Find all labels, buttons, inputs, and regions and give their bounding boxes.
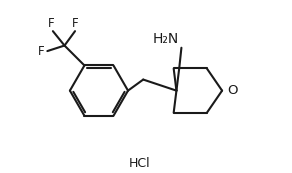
Text: O: O (227, 84, 238, 97)
Text: F: F (48, 17, 55, 30)
Text: HCl: HCl (128, 157, 150, 170)
Text: H₂N: H₂N (152, 31, 179, 45)
Text: F: F (37, 45, 44, 58)
Text: F: F (72, 17, 79, 30)
